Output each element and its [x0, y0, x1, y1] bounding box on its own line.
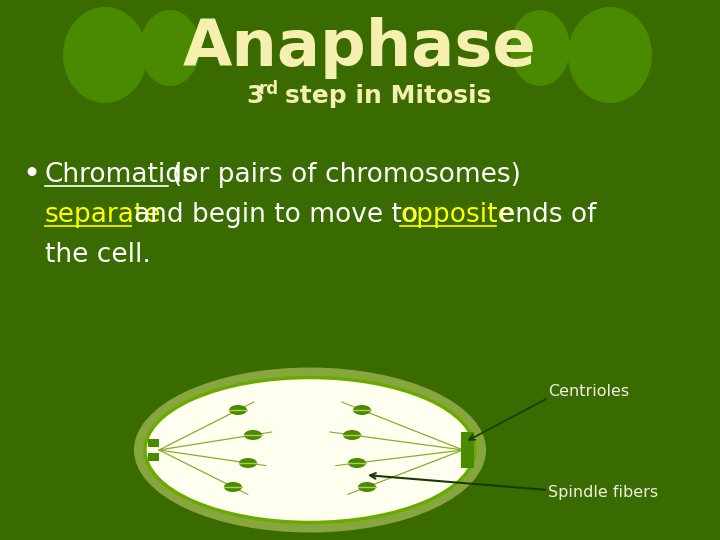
Bar	[148, 439, 159, 447]
Text: rd: rd	[259, 80, 279, 98]
Bar	[148, 453, 159, 461]
Ellipse shape	[348, 458, 366, 468]
Ellipse shape	[353, 405, 371, 415]
Text: opposite: opposite	[400, 202, 514, 228]
Text: step in Mitosis: step in Mitosis	[285, 84, 491, 108]
Ellipse shape	[343, 430, 361, 440]
Text: Anaphase: Anaphase	[183, 17, 537, 79]
Ellipse shape	[510, 10, 570, 86]
Text: Spindle fibers: Spindle fibers	[548, 484, 658, 500]
Text: •: •	[22, 160, 40, 190]
Ellipse shape	[63, 7, 147, 103]
Text: Centrioles: Centrioles	[548, 384, 629, 400]
Ellipse shape	[568, 7, 652, 103]
Ellipse shape	[224, 482, 242, 492]
Text: Chromatids: Chromatids	[45, 162, 197, 188]
Ellipse shape	[229, 405, 247, 415]
Bar	[461, 432, 474, 468]
Text: and begin to move to: and begin to move to	[134, 202, 418, 228]
Text: (or pairs of chromosomes): (or pairs of chromosomes)	[172, 162, 521, 188]
Ellipse shape	[140, 10, 200, 86]
Ellipse shape	[239, 458, 257, 468]
Text: 3: 3	[246, 84, 264, 108]
Text: separate: separate	[45, 202, 161, 228]
Text: ends of: ends of	[499, 202, 596, 228]
Ellipse shape	[244, 430, 262, 440]
Ellipse shape	[145, 377, 475, 523]
Ellipse shape	[134, 368, 486, 532]
Text: the cell.: the cell.	[45, 242, 151, 268]
Ellipse shape	[358, 482, 376, 492]
